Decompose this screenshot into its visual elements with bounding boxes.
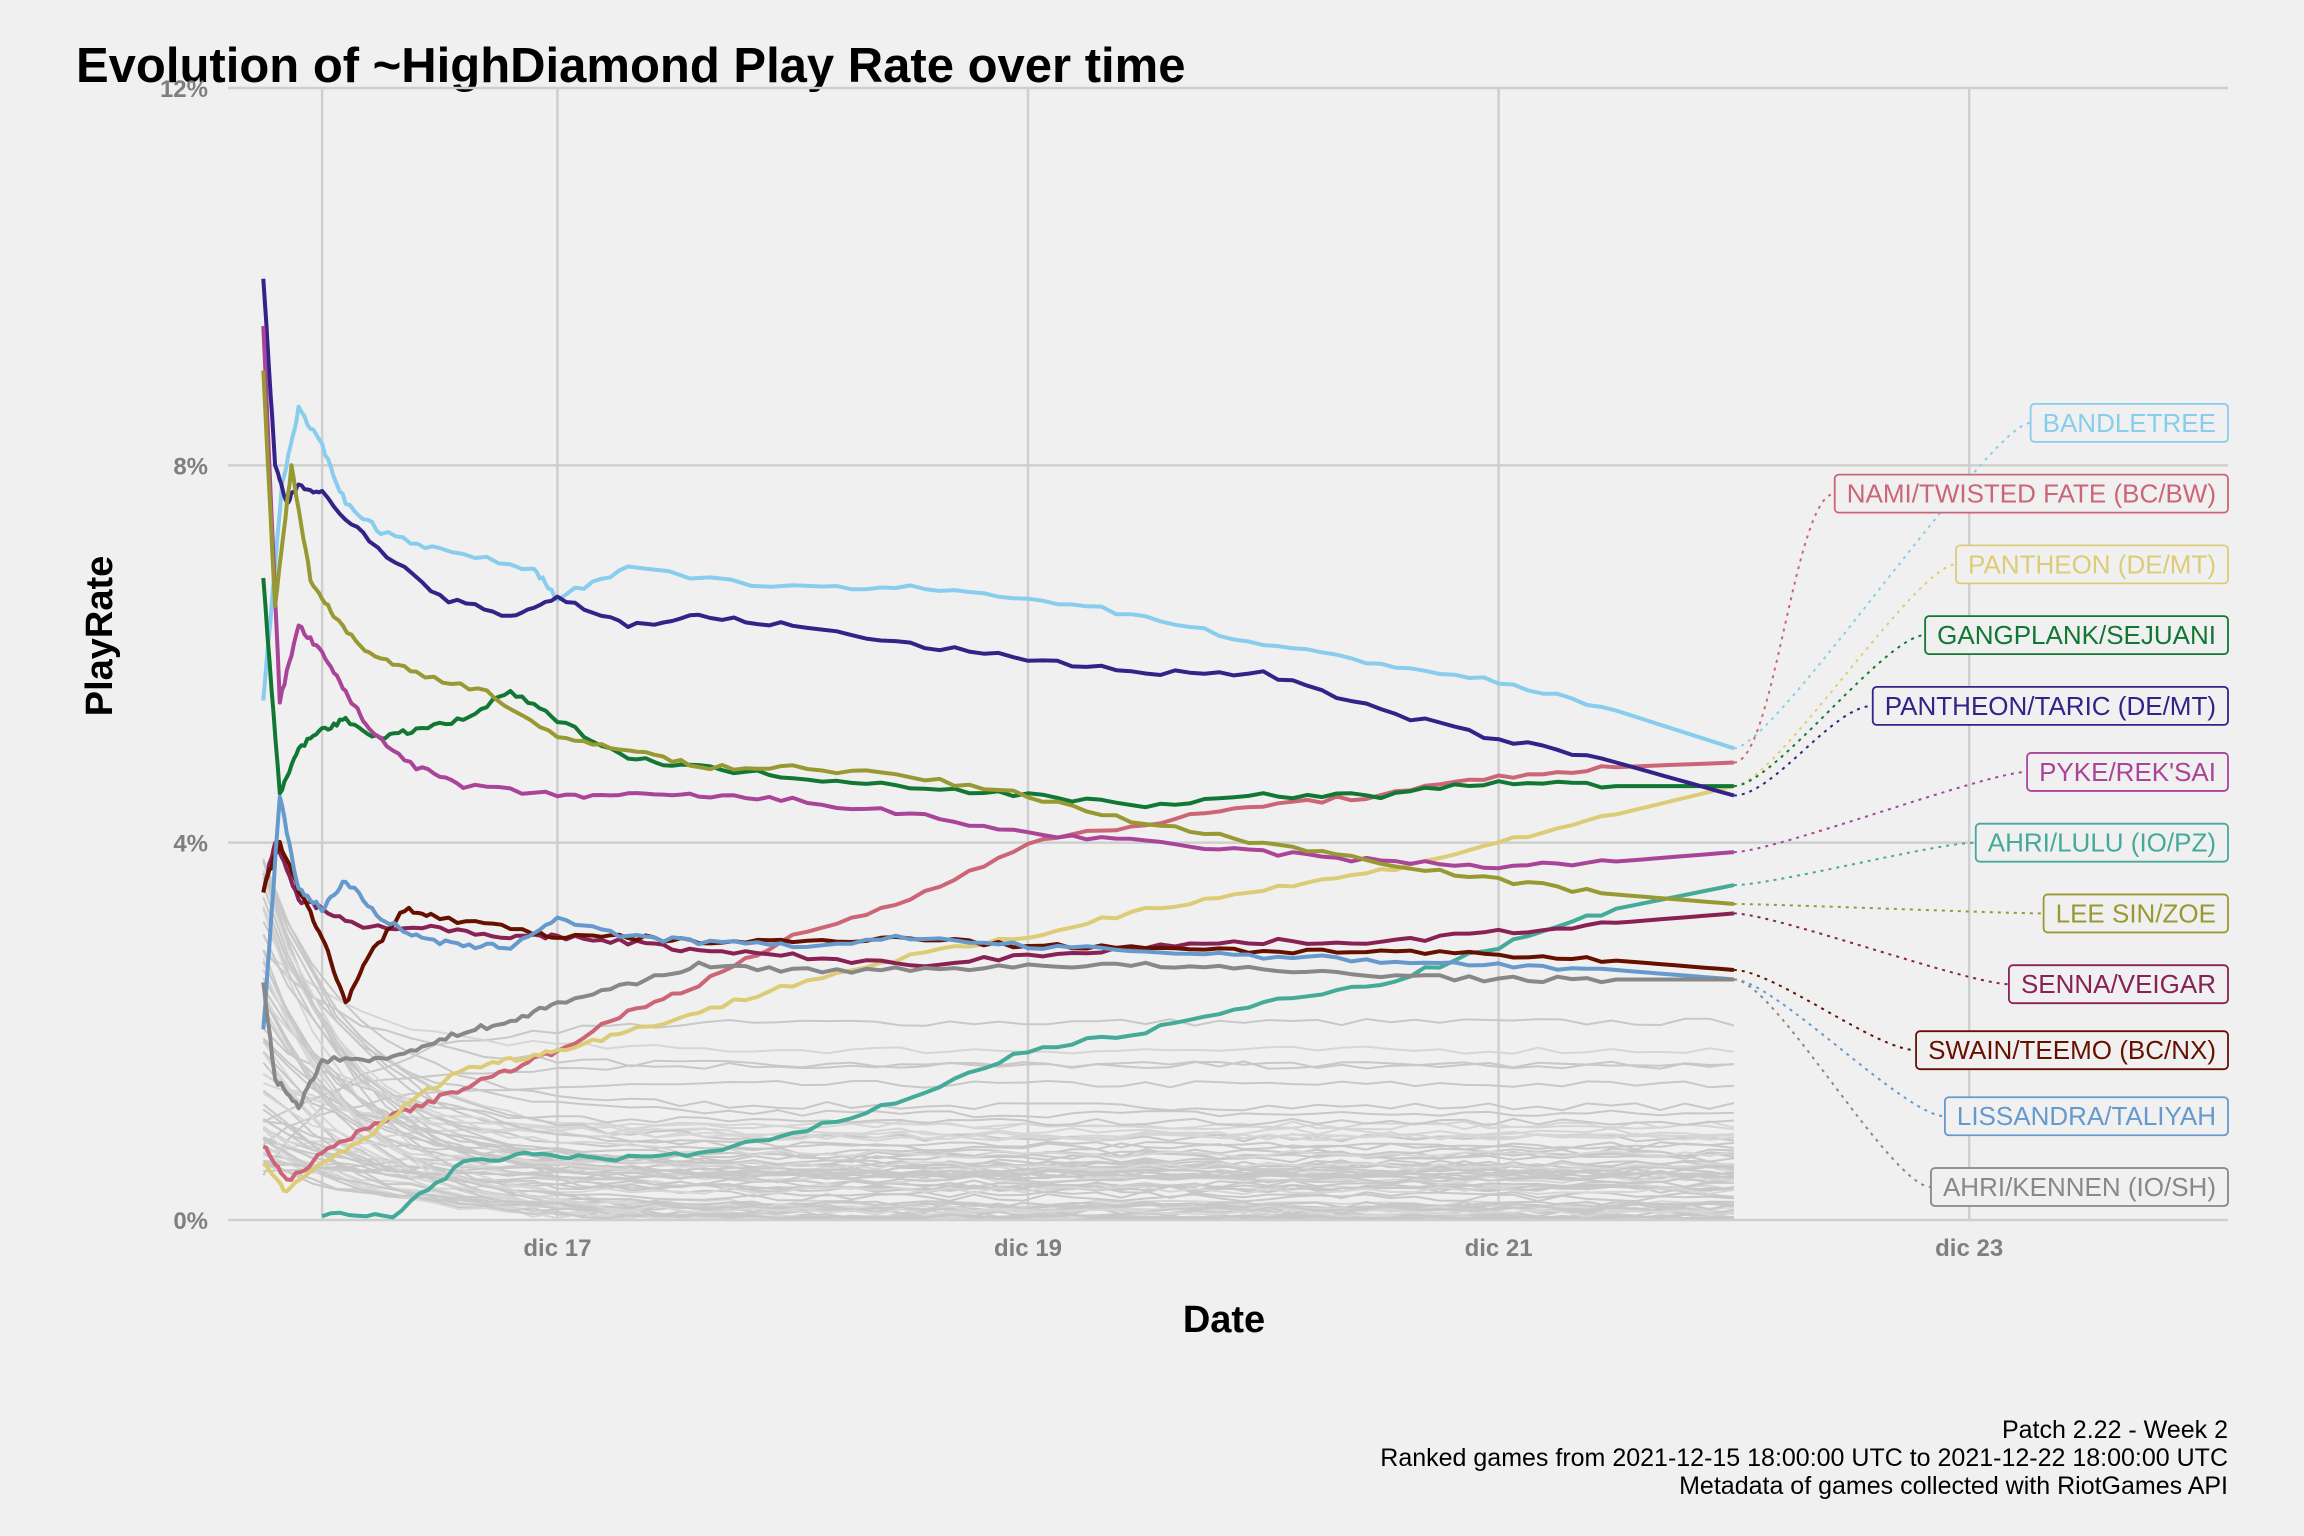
label-connector (1733, 634, 1926, 788)
background-line (262, 999, 1734, 1141)
label-connectors (1733, 421, 2044, 1188)
label-connector (1733, 492, 1835, 764)
x-tick-label: dic 19 (994, 1235, 1062, 1262)
label-connector (1733, 563, 1957, 788)
series-label: NAMI/TWISTED FATE (BC/BW) (1847, 479, 2216, 509)
series-label: AHRI/LULU (IO/PZ) (1988, 828, 2216, 858)
series-label-box (2042, 893, 2229, 934)
label-connector (1733, 978, 1945, 1118)
caption-line-3: Metadata of games collected with RiotGam… (1679, 1472, 2228, 1500)
background-line (263, 1159, 1734, 1181)
series-label: GANGPLANK/SEJUANI (1937, 620, 2216, 650)
series-label: AHRI/KENNEN (IO/SH) (1943, 1172, 2216, 1202)
caption: Patch 2.22 - Week 2 Ranked games from 20… (1380, 1416, 2228, 1500)
series-label: PANTHEON (DE/MT) (1968, 549, 2216, 579)
background-line (262, 921, 1734, 1119)
x-axis-ticks: dic 17 dic 19 dic 21 dic 23 (523, 1235, 2003, 1262)
x-tick-label: dic 21 (1465, 1235, 1533, 1262)
background-line (262, 1153, 1735, 1196)
background-series-lines (262, 858, 1735, 1220)
background-line (262, 961, 1734, 1185)
label-connector (1733, 902, 2044, 915)
caption-line-1: Patch 2.22 - Week 2 (2002, 1416, 2228, 1444)
background-line (262, 1017, 1735, 1176)
series-line (261, 794, 1735, 1030)
series-line (261, 839, 1735, 1005)
background-line (262, 858, 1735, 1143)
y-tick-label: 0% (173, 1208, 208, 1235)
x-axis-title: Date (1183, 1299, 1265, 1341)
background-line (263, 1120, 1735, 1154)
background-line (262, 1118, 1734, 1193)
series-label: SWAIN/TEEMO (BC/NX) (1928, 1035, 2216, 1065)
background-line (262, 876, 1734, 1184)
background-line (262, 950, 1735, 1055)
label-connector (1733, 704, 1873, 797)
chart-title: Evolution of ~HighDiamond Play Rate over… (76, 39, 1186, 93)
y-tick-label: 4% (173, 831, 208, 858)
background-line (262, 861, 1735, 1152)
y-axis-title: PlayRate (79, 556, 121, 717)
background-line (262, 1089, 1734, 1203)
label-connector (1733, 770, 2028, 854)
background-line (262, 907, 1735, 1159)
series-label: PYKE/REK'SAI (2039, 757, 2216, 787)
background-line (262, 870, 1734, 1140)
series-line (261, 960, 1734, 1111)
caption-line-2: Ranked games from 2021-12-15 18:00:00 UT… (1380, 1444, 2228, 1472)
label-connector (1733, 841, 1976, 887)
x-tick-label: dic 17 (523, 1235, 591, 1262)
background-line (262, 1040, 1734, 1170)
label-connector (1733, 912, 2009, 986)
background-line (262, 1027, 1734, 1127)
series-line (261, 841, 1735, 969)
label-connector (1733, 978, 1932, 1188)
y-axis-ticks: 0% 4% 8% 12% (160, 76, 208, 1235)
series-label-box (2029, 402, 2229, 443)
series-label-box (2008, 964, 2229, 1005)
background-line (262, 1079, 1734, 1146)
series-line (261, 577, 1734, 810)
series-line (261, 370, 1735, 906)
series-line (262, 760, 1734, 1182)
series-label-box (1833, 473, 2229, 514)
series-labels: BANDLETREE NAMI/TWISTED FATE (BC/BW) PANTH… (1833, 402, 2229, 1207)
series-label-box (1955, 544, 2229, 585)
y-tick-label: 12% (160, 76, 208, 103)
background-line (262, 1103, 1734, 1220)
series-label-box (1915, 1030, 2229, 1071)
series-label-box (1930, 1167, 2229, 1207)
background-line (262, 1037, 1734, 1160)
series-label: PANTHEON/TARIC (DE/MT) (1885, 691, 2216, 721)
background-line (262, 1160, 1735, 1212)
series-label-box (1974, 822, 2229, 863)
series-label: SENNA/VEIGAR (2021, 969, 2216, 999)
series-label: LEE SIN/ZOE (2056, 898, 2216, 928)
series-lines (261, 278, 1735, 1220)
label-connector (1733, 969, 1917, 1052)
x-tick-label: dic 23 (1935, 1235, 2003, 1262)
series-label: BANDLETREE (2043, 408, 2216, 438)
series-line (321, 883, 1735, 1220)
y-tick-label: 8% (173, 453, 208, 480)
series-line (262, 784, 1735, 1194)
series-label: LISSANDRA/TALIYAH (1957, 1101, 2216, 1131)
background-line (262, 969, 1734, 1218)
series-label-box (1943, 1096, 2229, 1137)
series-label-box (1924, 615, 2229, 656)
series-line (261, 404, 1735, 751)
background-line (262, 873, 1735, 1112)
series-line (261, 278, 1735, 798)
series-label-box (2026, 752, 2229, 792)
series-label-box (1871, 685, 2229, 726)
